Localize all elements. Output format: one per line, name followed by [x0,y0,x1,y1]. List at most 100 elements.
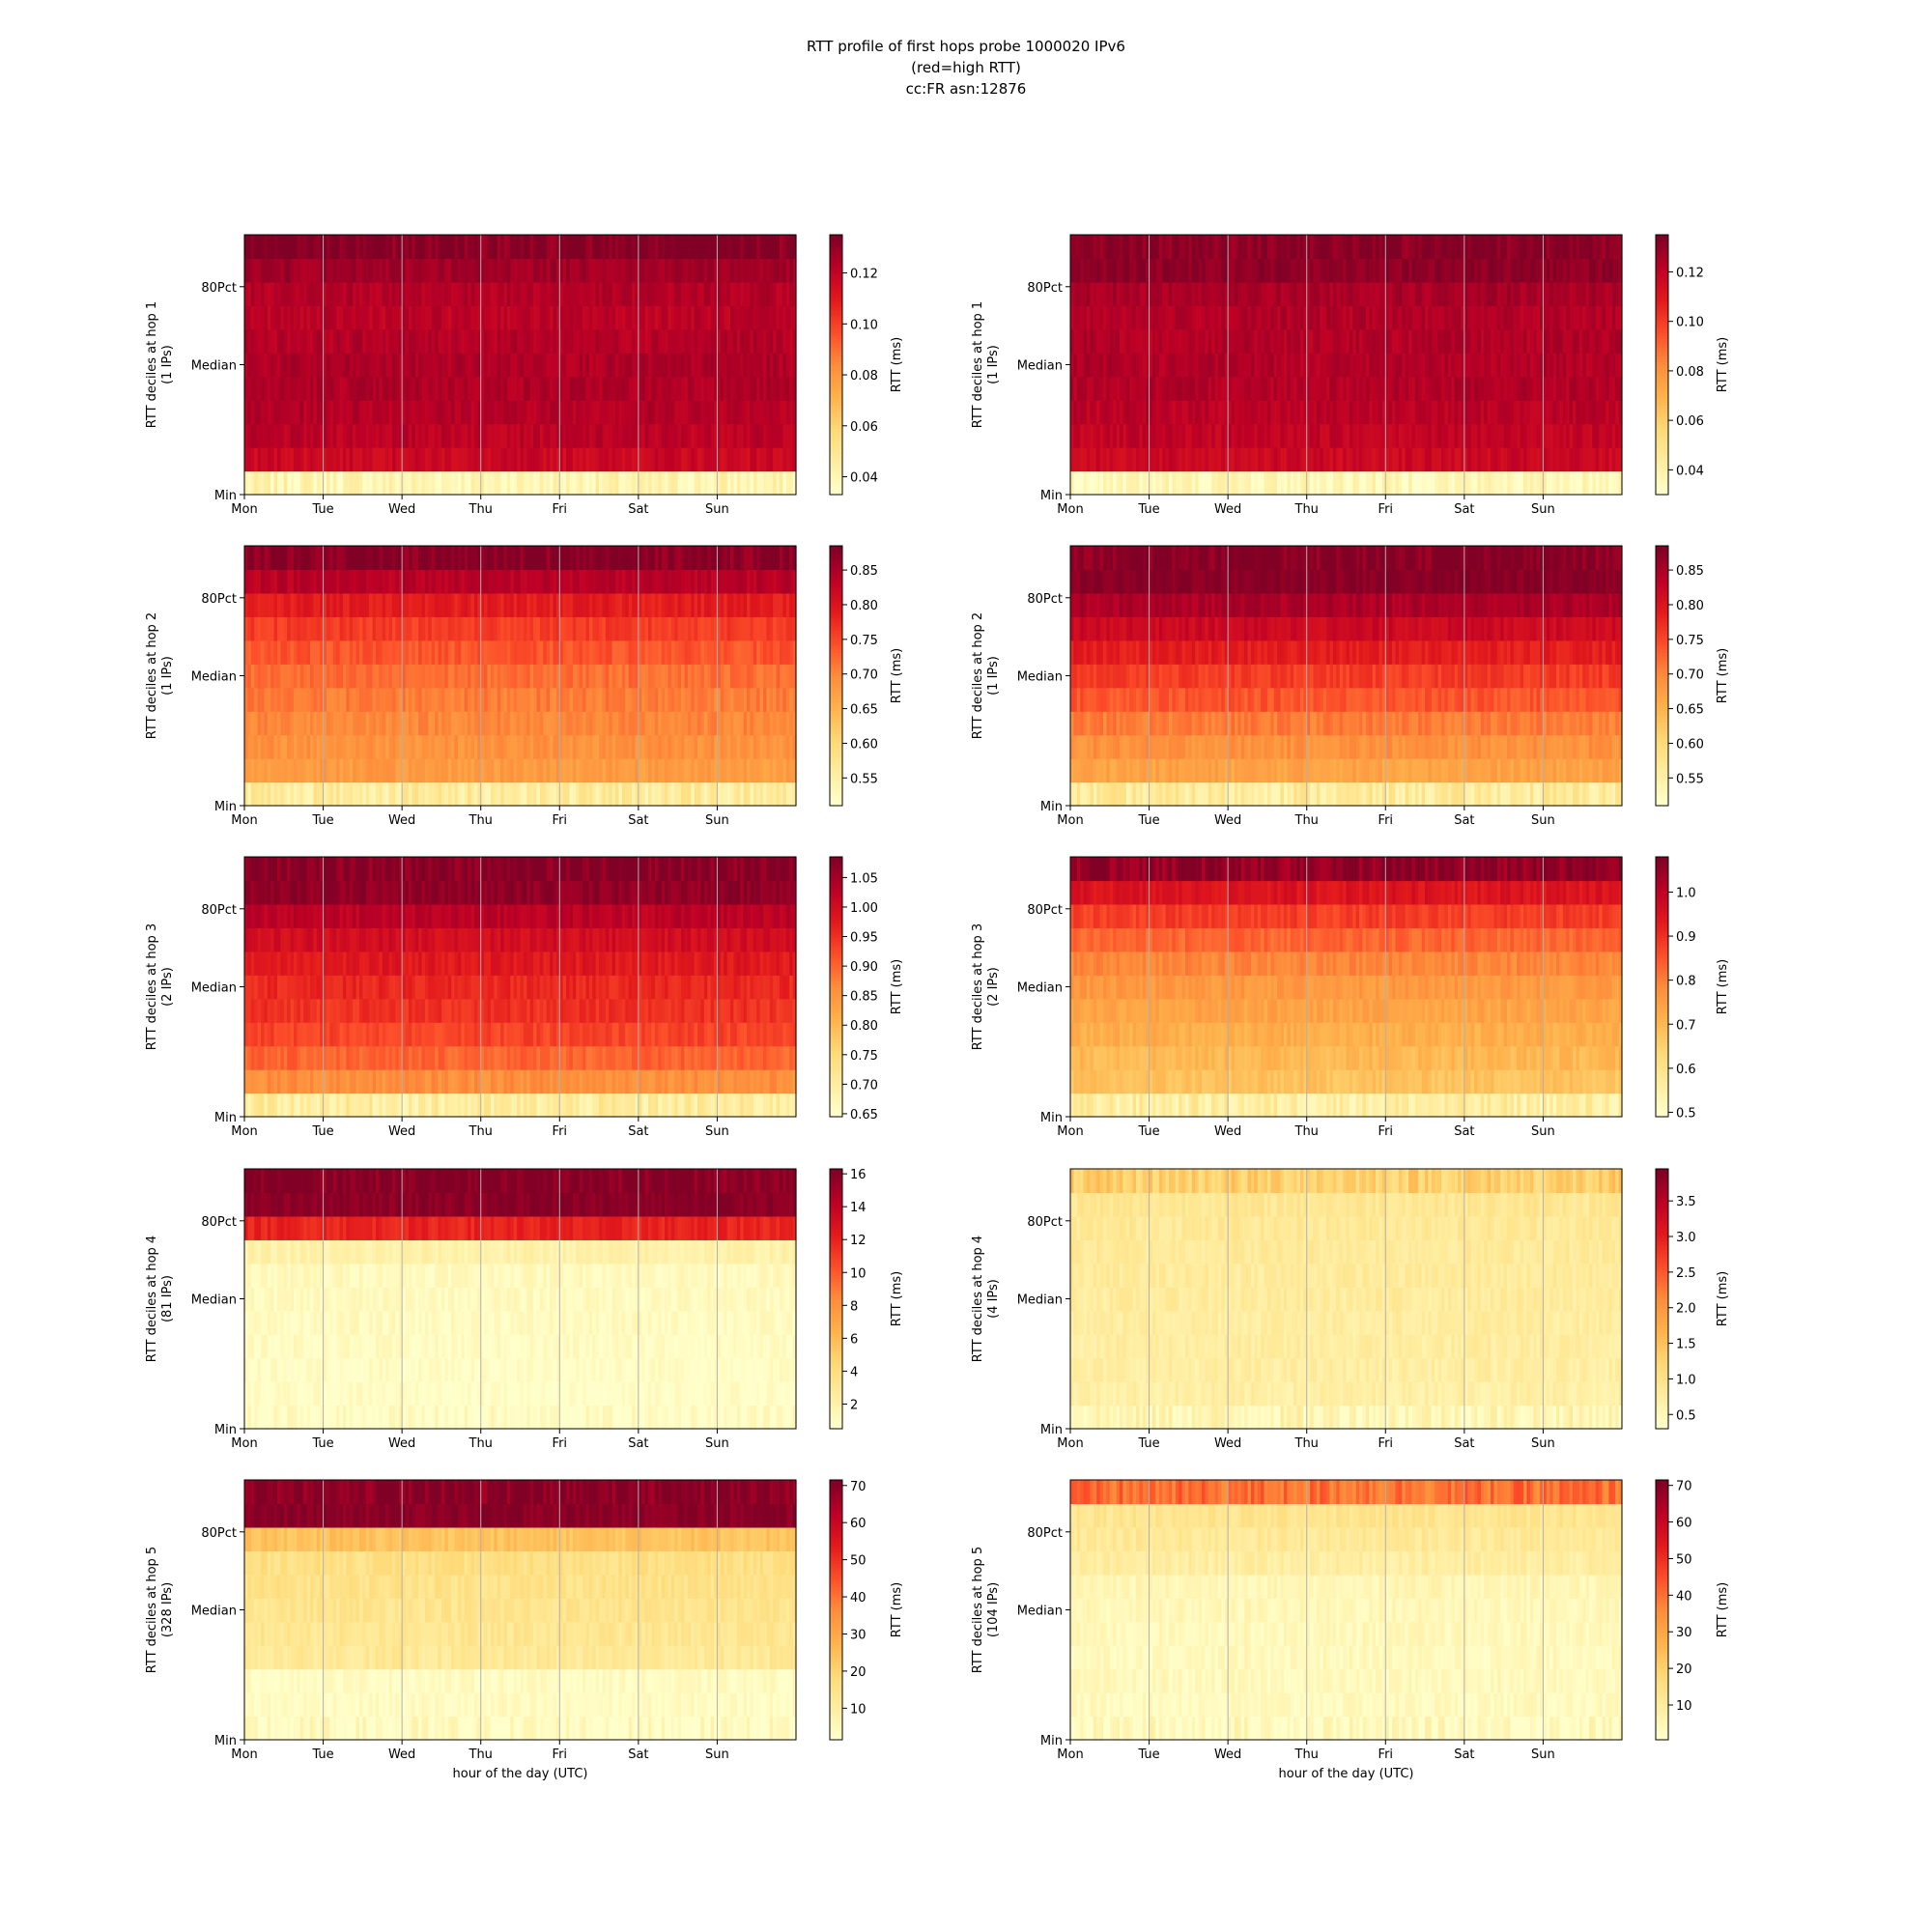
heatmap-cell [513,447,518,472]
heatmap-cell [684,447,689,472]
heatmap-cell [763,423,768,448]
heatmap-cell [539,400,544,425]
heatmap-cell [299,447,304,472]
heatmap-cell [470,447,475,472]
heatmap-cell [569,376,574,401]
heatmap-cell [665,400,669,425]
heatmap-cell [454,781,459,807]
heatmap-cell [487,423,492,448]
heatmap-cell [615,447,620,472]
heatmap-cell [372,781,377,807]
heatmap-cell [414,400,419,425]
decile-band [1070,328,1623,354]
heatmap-cell [247,400,252,425]
heatmap-cell [365,400,370,425]
heatmap-cell [260,711,265,736]
heatmap-cell [405,470,410,496]
heatmap-cell [533,470,538,496]
heatmap-cell [520,447,525,472]
colorbar-tick-label: 0.06 [850,420,878,435]
heatmap-cell [414,376,419,401]
heatmap-cell [665,423,669,448]
heatmap-cell [428,470,433,496]
heatmap-cell [668,376,672,401]
heatmap-cell [632,447,637,472]
heatmap-cell [440,376,445,401]
heatmap-cell [431,400,436,425]
heatmap-cell [457,447,462,472]
heatmap-cell [638,470,642,496]
heatmap-cell [362,687,367,712]
heatmap-cell [576,423,581,448]
heatmap-cell [326,447,330,472]
heatmap-cell [681,447,686,472]
heatmap-cell [750,447,754,472]
heatmap-cell [408,470,412,496]
heatmap-cell [694,376,698,401]
heatmap-cell [372,687,377,712]
heatmap-cell [267,423,271,448]
heatmap-cell [780,423,784,448]
heatmap-cell [724,400,728,425]
heatmap-cell [670,447,675,472]
heatmap-cell [313,447,318,472]
heatmap-cell [513,423,518,448]
heatmap-cell [468,423,472,448]
heatmap-cell [470,281,475,306]
heatmap-cell [260,258,265,283]
heatmap-cell [332,758,337,783]
heatmap-cell [414,664,419,689]
heatmap-cell [385,423,390,448]
heatmap-cell [609,447,613,472]
heatmap-cell [691,423,696,448]
heatmap-cell [306,781,311,807]
heatmap-cell [369,353,374,378]
heatmap-cell [306,305,311,330]
heatmap-cell [362,781,367,807]
heatmap-cell [625,470,630,496]
decile-band [244,400,797,425]
heatmap-cell [372,470,377,496]
heatmap-cell [362,447,367,472]
heatmap-cell [720,400,724,425]
heatmap-cell [628,470,633,496]
heatmap-cell [566,400,571,425]
heatmap-cell [780,400,784,425]
heatmap-cell [697,470,702,496]
suptitle-line-1: RTT profile of first hops probe 1000020 … [807,38,1125,55]
heatmap-cell [349,470,354,496]
heatmap-cell [336,470,341,496]
heatmap-cell [280,447,285,472]
heatmap-cell [710,447,715,472]
heatmap-cell [543,447,548,472]
heatmap-cell [470,258,475,283]
heatmap-cell [526,447,531,472]
heatmap-cell [346,687,351,712]
heatmap-cell [720,470,724,496]
heatmap-cell [346,353,351,378]
heatmap-cell [306,664,311,689]
heatmap-cell [306,400,311,425]
heatmap-cell [707,376,712,401]
colorbar-label: RTT (ms) [890,337,904,392]
heatmap-cell [651,470,656,496]
heatmap-cell [332,711,337,736]
heatmap-cell [316,328,321,354]
x-tick-label: Tue [1137,502,1159,517]
heatmap-cell [388,305,393,330]
heatmap-cell [726,376,731,401]
heatmap-cell [588,470,593,496]
heatmap-cell [576,400,581,425]
heatmap-cell [435,376,440,401]
heatmap-cell [332,781,337,807]
heatmap-cell [349,353,354,378]
heatmap-cell [470,734,475,759]
heatmap-cell [579,423,583,448]
heatmap-cell [503,376,508,401]
heatmap-cell [651,447,656,472]
heatmap-cell [789,376,794,401]
heatmap-cell [362,470,367,496]
heatmap-cell [454,328,459,354]
heatmap-cell [418,376,423,401]
heatmap-cell [254,353,259,378]
